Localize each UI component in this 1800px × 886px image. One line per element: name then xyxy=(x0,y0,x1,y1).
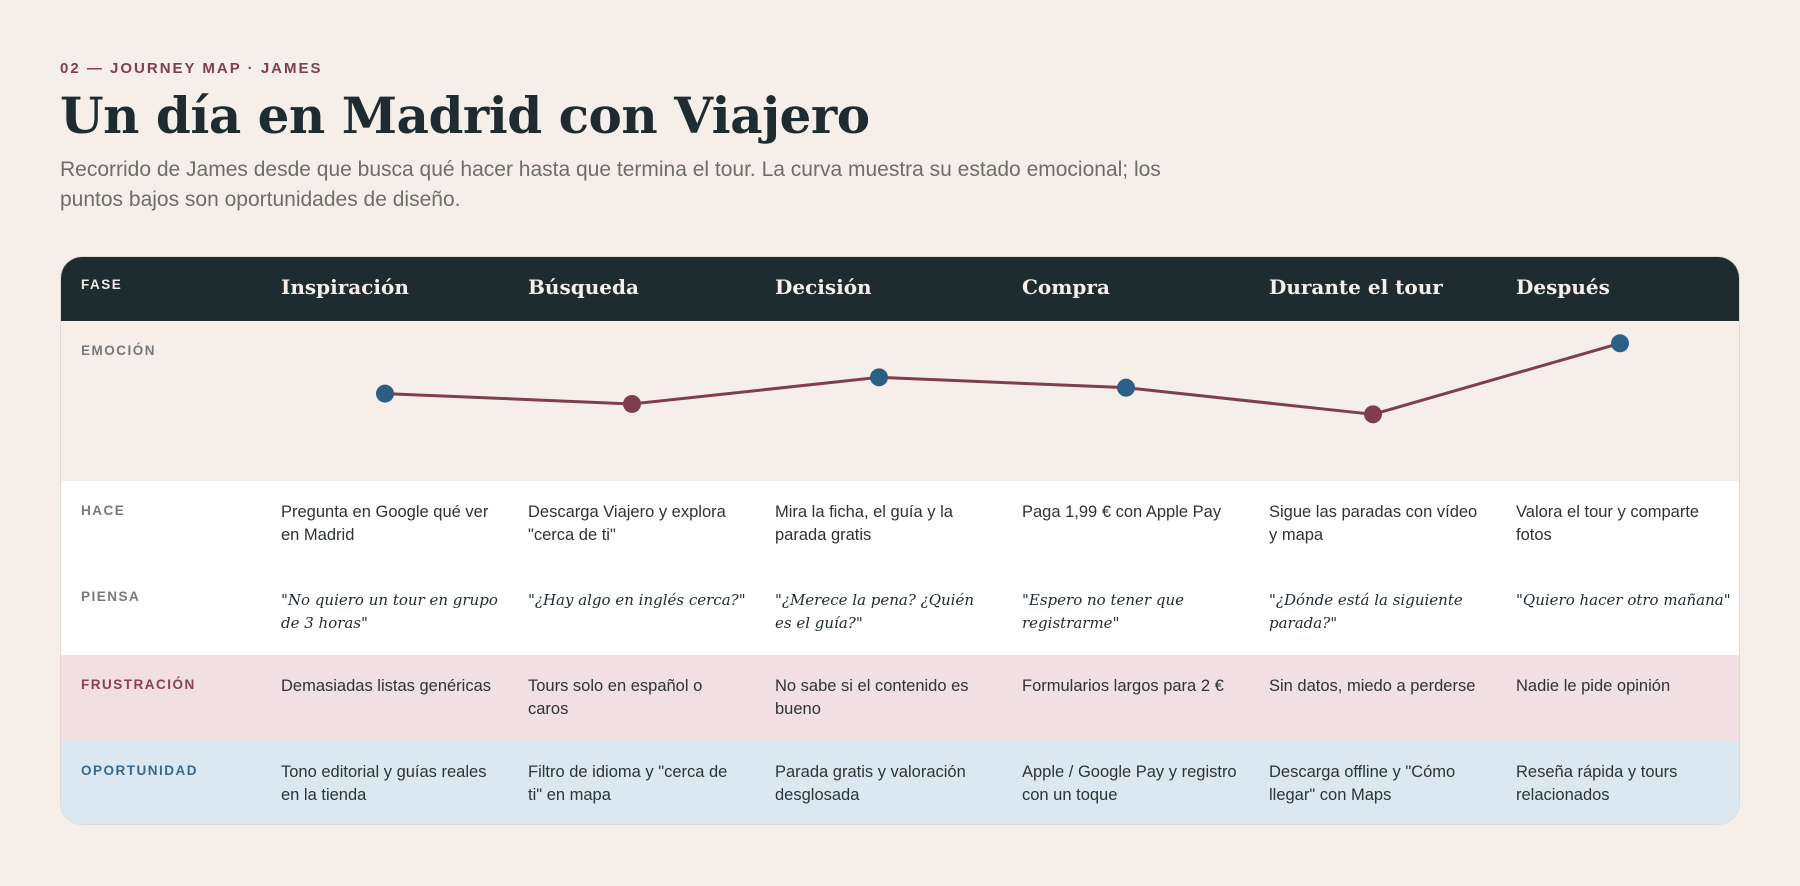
row-label-hace: HACE xyxy=(81,503,126,518)
row-label-fase: FASE xyxy=(81,277,123,292)
frustracion-cell: Formularios largos para 2 € xyxy=(1022,677,1224,695)
eyebrow: 02 — JOURNEY MAP · JAMES xyxy=(60,60,323,77)
oportunidad-cell: Apple / Google Pay y registro con un toq… xyxy=(1022,763,1237,804)
phase-heading: Búsqueda xyxy=(528,275,639,299)
phase-heading: Decisión xyxy=(775,275,872,299)
oportunidad-cell: Descarga offline y "Cómo llegar" con Map… xyxy=(1269,763,1456,804)
emotion-point xyxy=(1364,405,1382,424)
row-label-piensa: PIENSA xyxy=(81,589,141,604)
emotion-point xyxy=(623,394,641,413)
hace-cell: Descarga Viajero y explora "cerca de ti" xyxy=(528,503,726,544)
frustracion-row: FRUSTRACIÓN Demasiadas listas genéricas … xyxy=(61,655,1739,741)
frustracion-cell: Sin datos, miedo a perderse xyxy=(1269,677,1476,695)
hace-cell: Sigue las paradas con vídeo y mapa xyxy=(1269,503,1478,544)
frustracion-cell: Nadie le pide opinión xyxy=(1516,677,1671,695)
oportunidad-cell: Filtro de idioma y "cerca de ti" en mapa xyxy=(528,763,728,804)
oportunidad-cell: Parada gratis y valoración desglosada xyxy=(775,763,966,804)
page-subtitle: Recorrido de James desde que busca qué h… xyxy=(60,158,1161,211)
row-label-frustracion: FRUSTRACIÓN xyxy=(81,677,196,692)
row-label-oportunidad: OPORTUNIDAD xyxy=(81,763,198,778)
row-label-emocion: EMOCIÓN xyxy=(81,343,157,358)
phase-heading: Durante el tour xyxy=(1269,275,1443,299)
piensa-cell: "¿Merece la pena? ¿Quién es el guía?" xyxy=(775,591,975,632)
emotion-point xyxy=(870,368,888,387)
emotion-row: EMOCIÓN xyxy=(61,321,1739,481)
piensa-cell: "¿Dónde está la siguiente parada?" xyxy=(1269,591,1463,632)
hace-cell: Mira la ficha, el guía y la parada grati… xyxy=(775,503,953,544)
hace-cell: Valora el tour y comparte fotos xyxy=(1516,503,1700,544)
piensa-cell: "No quiero un tour en grupo de 3 horas" xyxy=(281,591,498,632)
emotion-curve-chart xyxy=(376,334,1629,424)
hace-cell: Pregunta en Google qué ver en Madrid xyxy=(281,503,489,544)
phase-row: FASE Inspiración Búsqueda Decisión Compr… xyxy=(61,257,1739,321)
hace-row: HACE Pregunta en Google qué ver en Madri… xyxy=(61,481,1739,567)
hace-cell: Paga 1,99 € con Apple Pay xyxy=(1022,503,1222,521)
emotion-point xyxy=(376,384,394,403)
piensa-cell: "¿Hay algo en inglés cerca?" xyxy=(528,591,746,609)
phase-heading: Después xyxy=(1516,275,1610,299)
phase-heading: Compra xyxy=(1022,275,1110,299)
emotion-line xyxy=(384,341,1621,416)
emotion-point xyxy=(1117,378,1135,397)
emotion-point xyxy=(1611,334,1629,353)
piensa-cell: "Quiero hacer otro mañana" xyxy=(1516,591,1731,609)
frustracion-cell: Tours solo en español o caros xyxy=(528,677,703,718)
oportunidad-cell: Reseña rápida y tours relacionados xyxy=(1516,763,1678,804)
frustracion-cell: Demasiadas listas genéricas xyxy=(281,677,492,695)
piensa-cell: "Espero no tener que registrarme" xyxy=(1022,591,1184,632)
piensa-row: PIENSA "No quiero un tour en grupo de 3 … xyxy=(61,567,1739,655)
frustracion-cell: No sabe si el contenido es bueno xyxy=(775,677,969,718)
oportunidad-cell: Tono editorial y guías reales en la tien… xyxy=(281,763,487,804)
journey-map-table: FASE Inspiración Búsqueda Decisión Compr… xyxy=(60,256,1740,825)
phase-heading: Inspiración xyxy=(281,275,409,299)
page-title: Un día en Madrid con Viajero xyxy=(60,86,870,145)
oportunidad-row: OPORTUNIDAD Tono editorial y guías reale… xyxy=(61,741,1739,824)
